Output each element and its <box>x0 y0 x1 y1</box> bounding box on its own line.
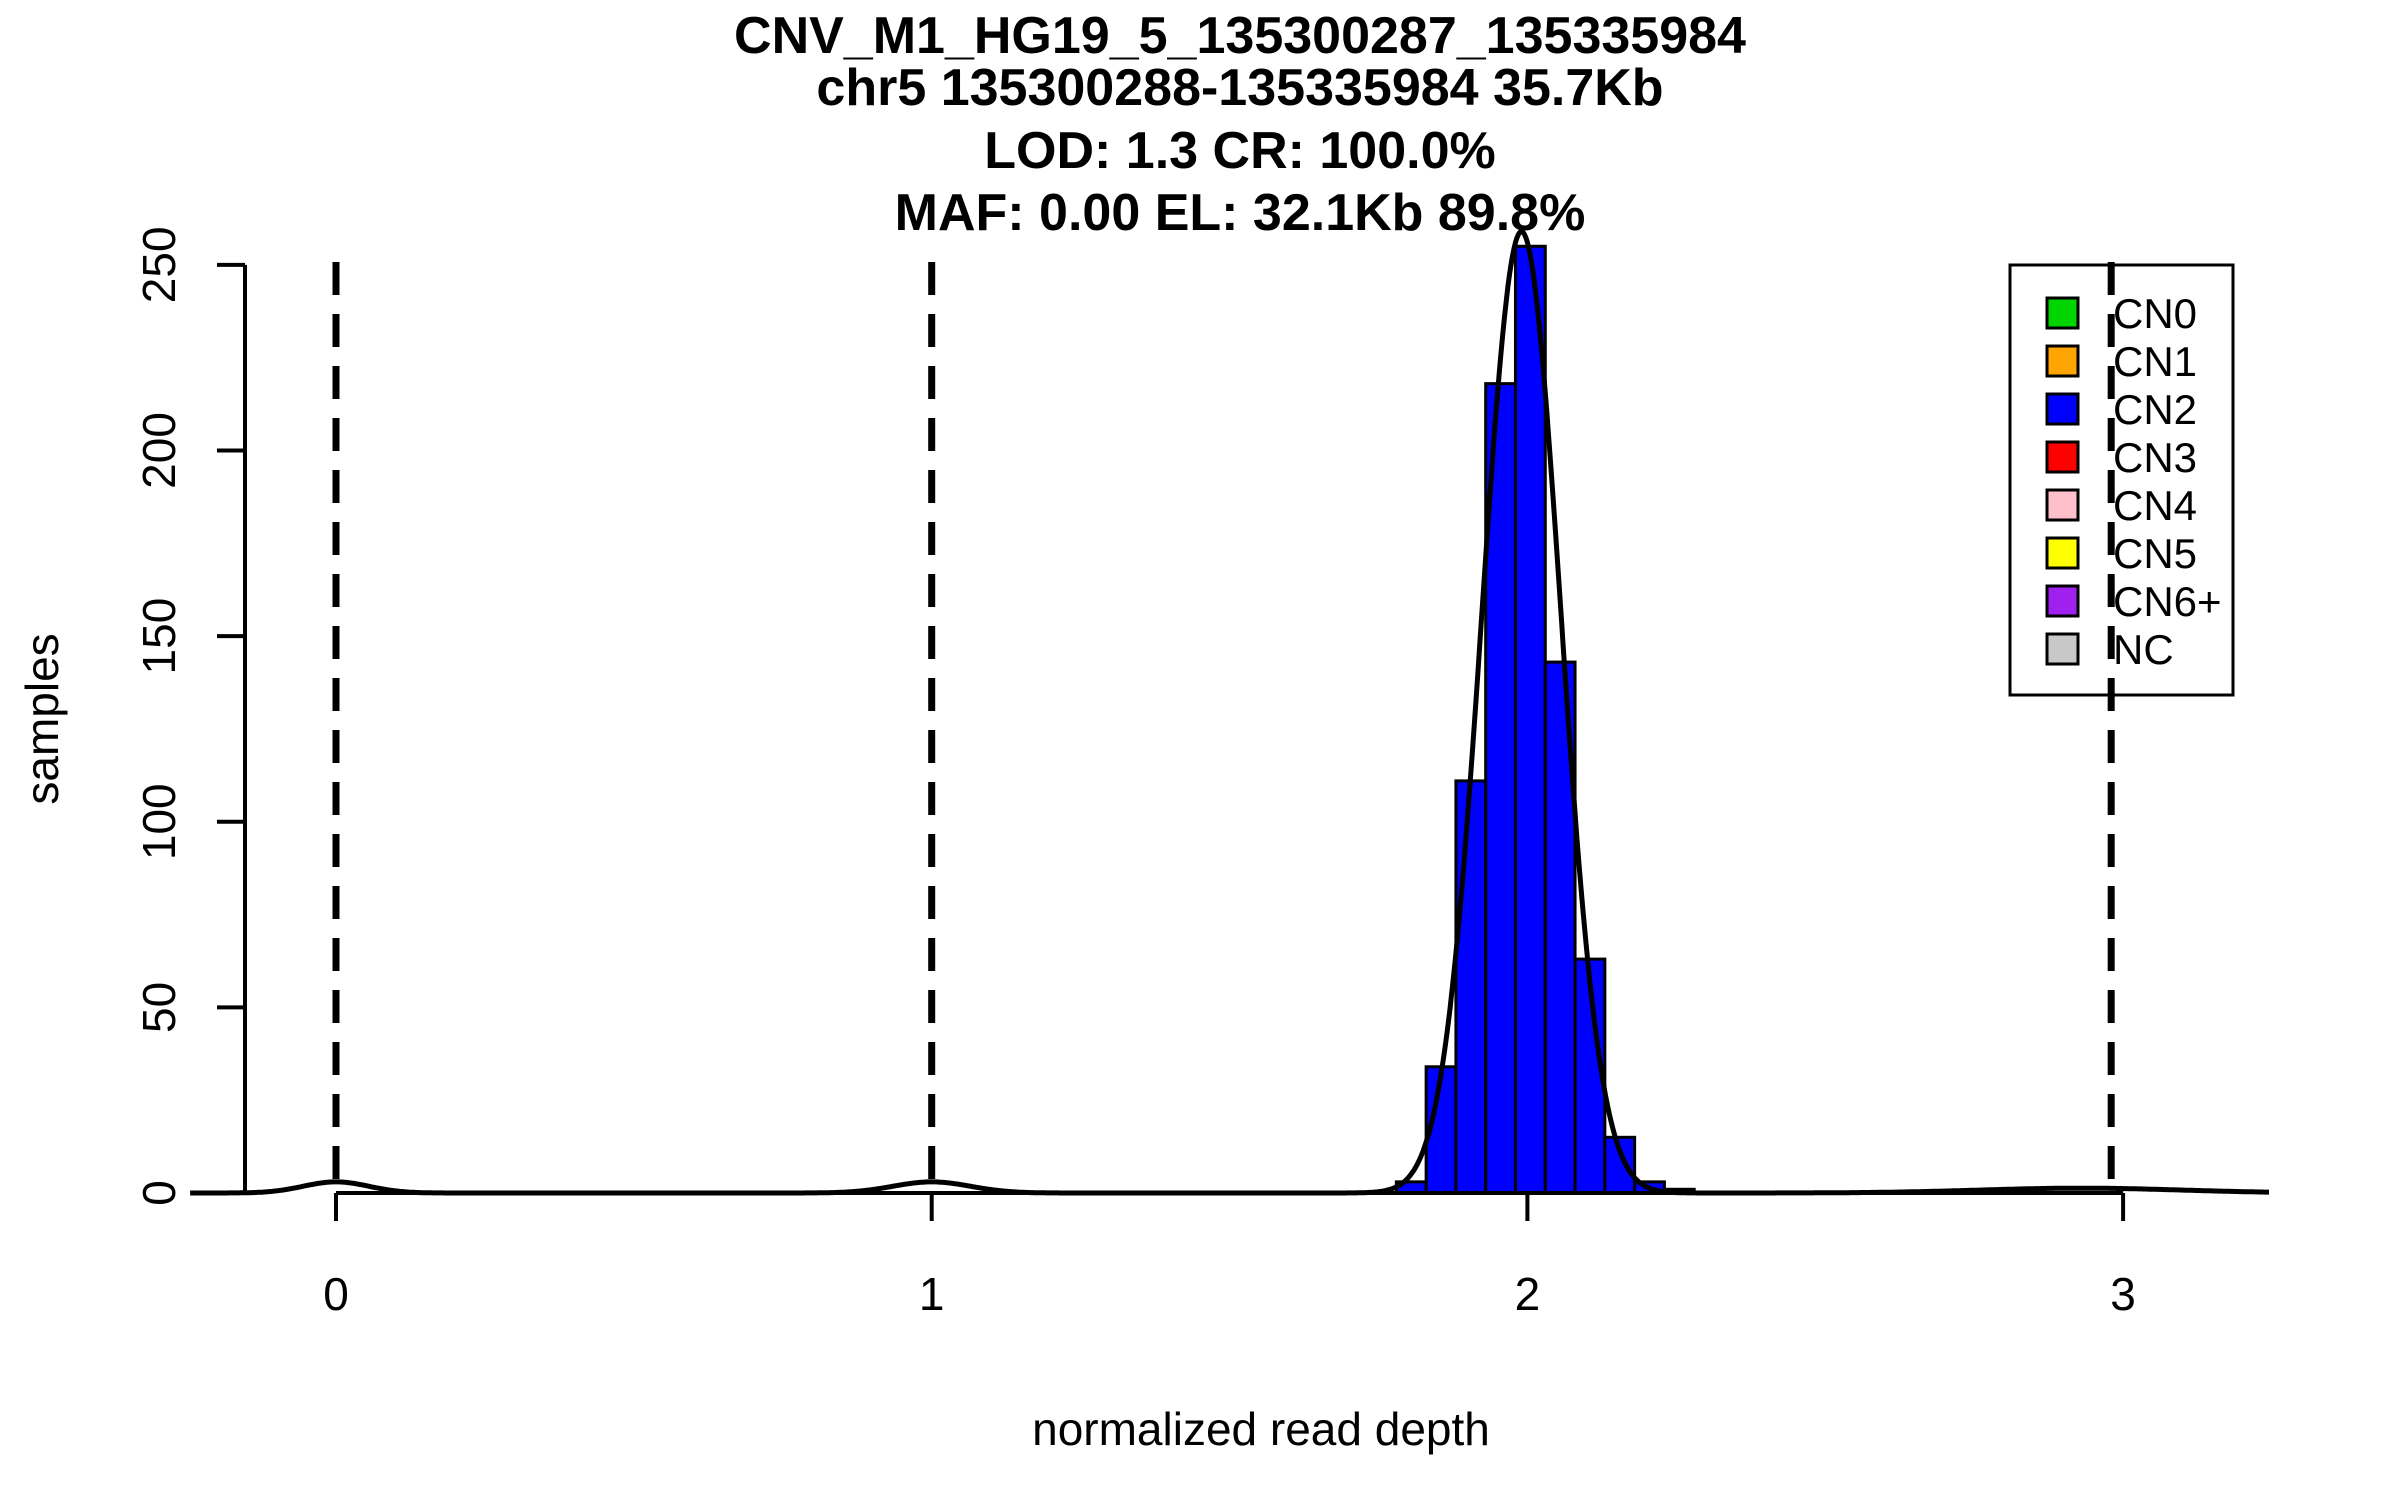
legend-swatch-cn3 <box>2045 440 2080 474</box>
density-curve-layer <box>189 228 2271 1196</box>
y-tick-label: 0 <box>133 1180 185 1206</box>
y-tick-label: 100 <box>133 783 185 860</box>
y-axis-label: samples <box>16 633 68 804</box>
plot-title-line-2: chr5 135300288-135335984 35.7Kb <box>816 59 1663 117</box>
x-tick-label: 1 <box>919 1268 945 1320</box>
legend-label: CN5 <box>2113 530 2197 577</box>
legend-swatch-cn2 <box>2045 392 2080 426</box>
legend-swatch-cn1 <box>2045 344 2080 378</box>
legend-swatch-nc <box>2045 632 2080 666</box>
histogram-bar <box>1454 779 1488 1195</box>
x-tick-label: 3 <box>2110 1268 2136 1320</box>
legend-label: CN0 <box>2113 290 2197 337</box>
plot-title-line-1: CNV_M1_HG19_5_135300287_135335984 <box>734 7 1746 65</box>
histogram-bar <box>1513 244 1547 1195</box>
axes-layer: 0 50 100 150 200 250 0 1 2 3 <box>133 226 2136 1320</box>
density-curve <box>189 228 2271 1196</box>
guide-lines-layer <box>332 262 2115 1193</box>
x-axis-label: normalized read depth <box>1032 1403 1490 1455</box>
legend-box <box>2008 263 2235 697</box>
y-tick-label: 50 <box>133 982 185 1033</box>
plot-title-line-4: MAF: 0.00 EL: 32.1Kb 89.8% <box>895 184 1586 242</box>
x-tick-label: 0 <box>323 1268 349 1320</box>
y-tick-label: 200 <box>133 412 185 489</box>
plot-title-line-3: LOD: 1.3 CR: 100.0% <box>984 122 1496 180</box>
legend-swatch-cn4 <box>2045 488 2080 522</box>
legend-label: CN2 <box>2113 386 2197 433</box>
legend-label: CN6+ <box>2113 578 2222 625</box>
legend-swatch-cn5 <box>2045 536 2080 570</box>
y-tick-label: 250 <box>133 226 185 303</box>
legend-label: CN4 <box>2113 482 2197 529</box>
legend-label: NC <box>2113 626 2174 673</box>
y-tick-label: 150 <box>133 598 185 675</box>
legend-label: CN3 <box>2113 434 2197 481</box>
legend-swatch-cn0 <box>2045 296 2080 330</box>
legend-label: CN1 <box>2113 338 2197 385</box>
x-tick-label: 2 <box>1515 1268 1541 1320</box>
legend-swatch-cn6plus <box>2045 584 2080 618</box>
